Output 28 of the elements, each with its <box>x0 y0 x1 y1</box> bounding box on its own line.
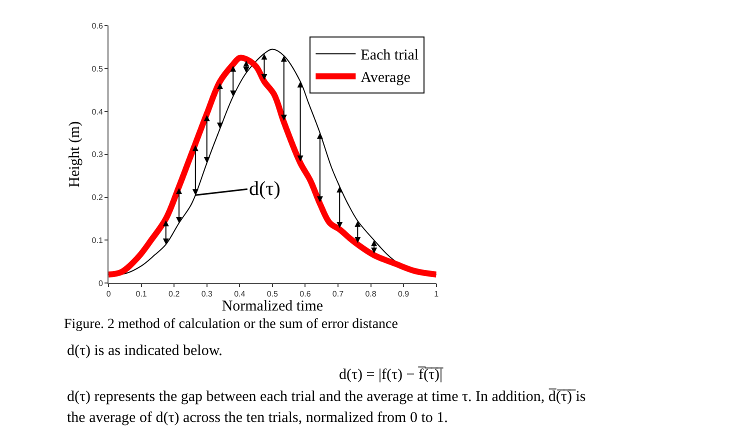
y-tick-label: 0.5 <box>92 64 104 74</box>
x-tick-label: 0.3 <box>201 290 213 299</box>
text: Figure. 2 method of calculation or the sum of error distance <box>64 317 398 332</box>
x-tick-label: 0.9 <box>398 290 410 299</box>
x-tick-label: 0.7 <box>332 290 344 299</box>
text: d(τ) = |f(τ) − f̅(̅τ̅)̅| <box>339 366 444 384</box>
x-tick-label: 0.6 <box>300 290 312 299</box>
annotation: d(τ) <box>249 178 280 200</box>
y-tick-label: 0.4 <box>92 107 104 116</box>
text: the average of d(τ) across the ten trials, normalized from 0 to 1. <box>67 410 448 426</box>
x-tick-label: 0.2 <box>168 290 180 299</box>
legend-label: Each trial <box>360 48 419 64</box>
text: d(τ) is as indicated below. <box>67 343 222 359</box>
x-tick-label: 0.4 <box>234 290 246 299</box>
text: d(τ) represents the gap between each trial and the average at time τ. In addition, d̅(̅τ̅)̅ is <box>67 388 586 406</box>
y-tick-label: 0 <box>98 278 104 288</box>
x-axis-title: Normalized time <box>222 298 324 315</box>
legend-label: Average <box>360 70 411 86</box>
x-tick-label: 0 <box>106 290 112 299</box>
y-tick-label: 0.2 <box>92 193 104 202</box>
x-tick-label: 1 <box>434 290 440 299</box>
y-tick-label: 0.1 <box>92 236 104 245</box>
y-tick-label: 0.3 <box>92 150 104 160</box>
x-tick-label: 0.5 <box>266 290 279 299</box>
y-axis-title: Height (m) <box>67 121 84 188</box>
y-tick-label: 0.6 <box>92 22 104 30</box>
x-tick-label: 0.8 <box>365 290 377 299</box>
x-tick-label: 0.1 <box>136 290 148 299</box>
